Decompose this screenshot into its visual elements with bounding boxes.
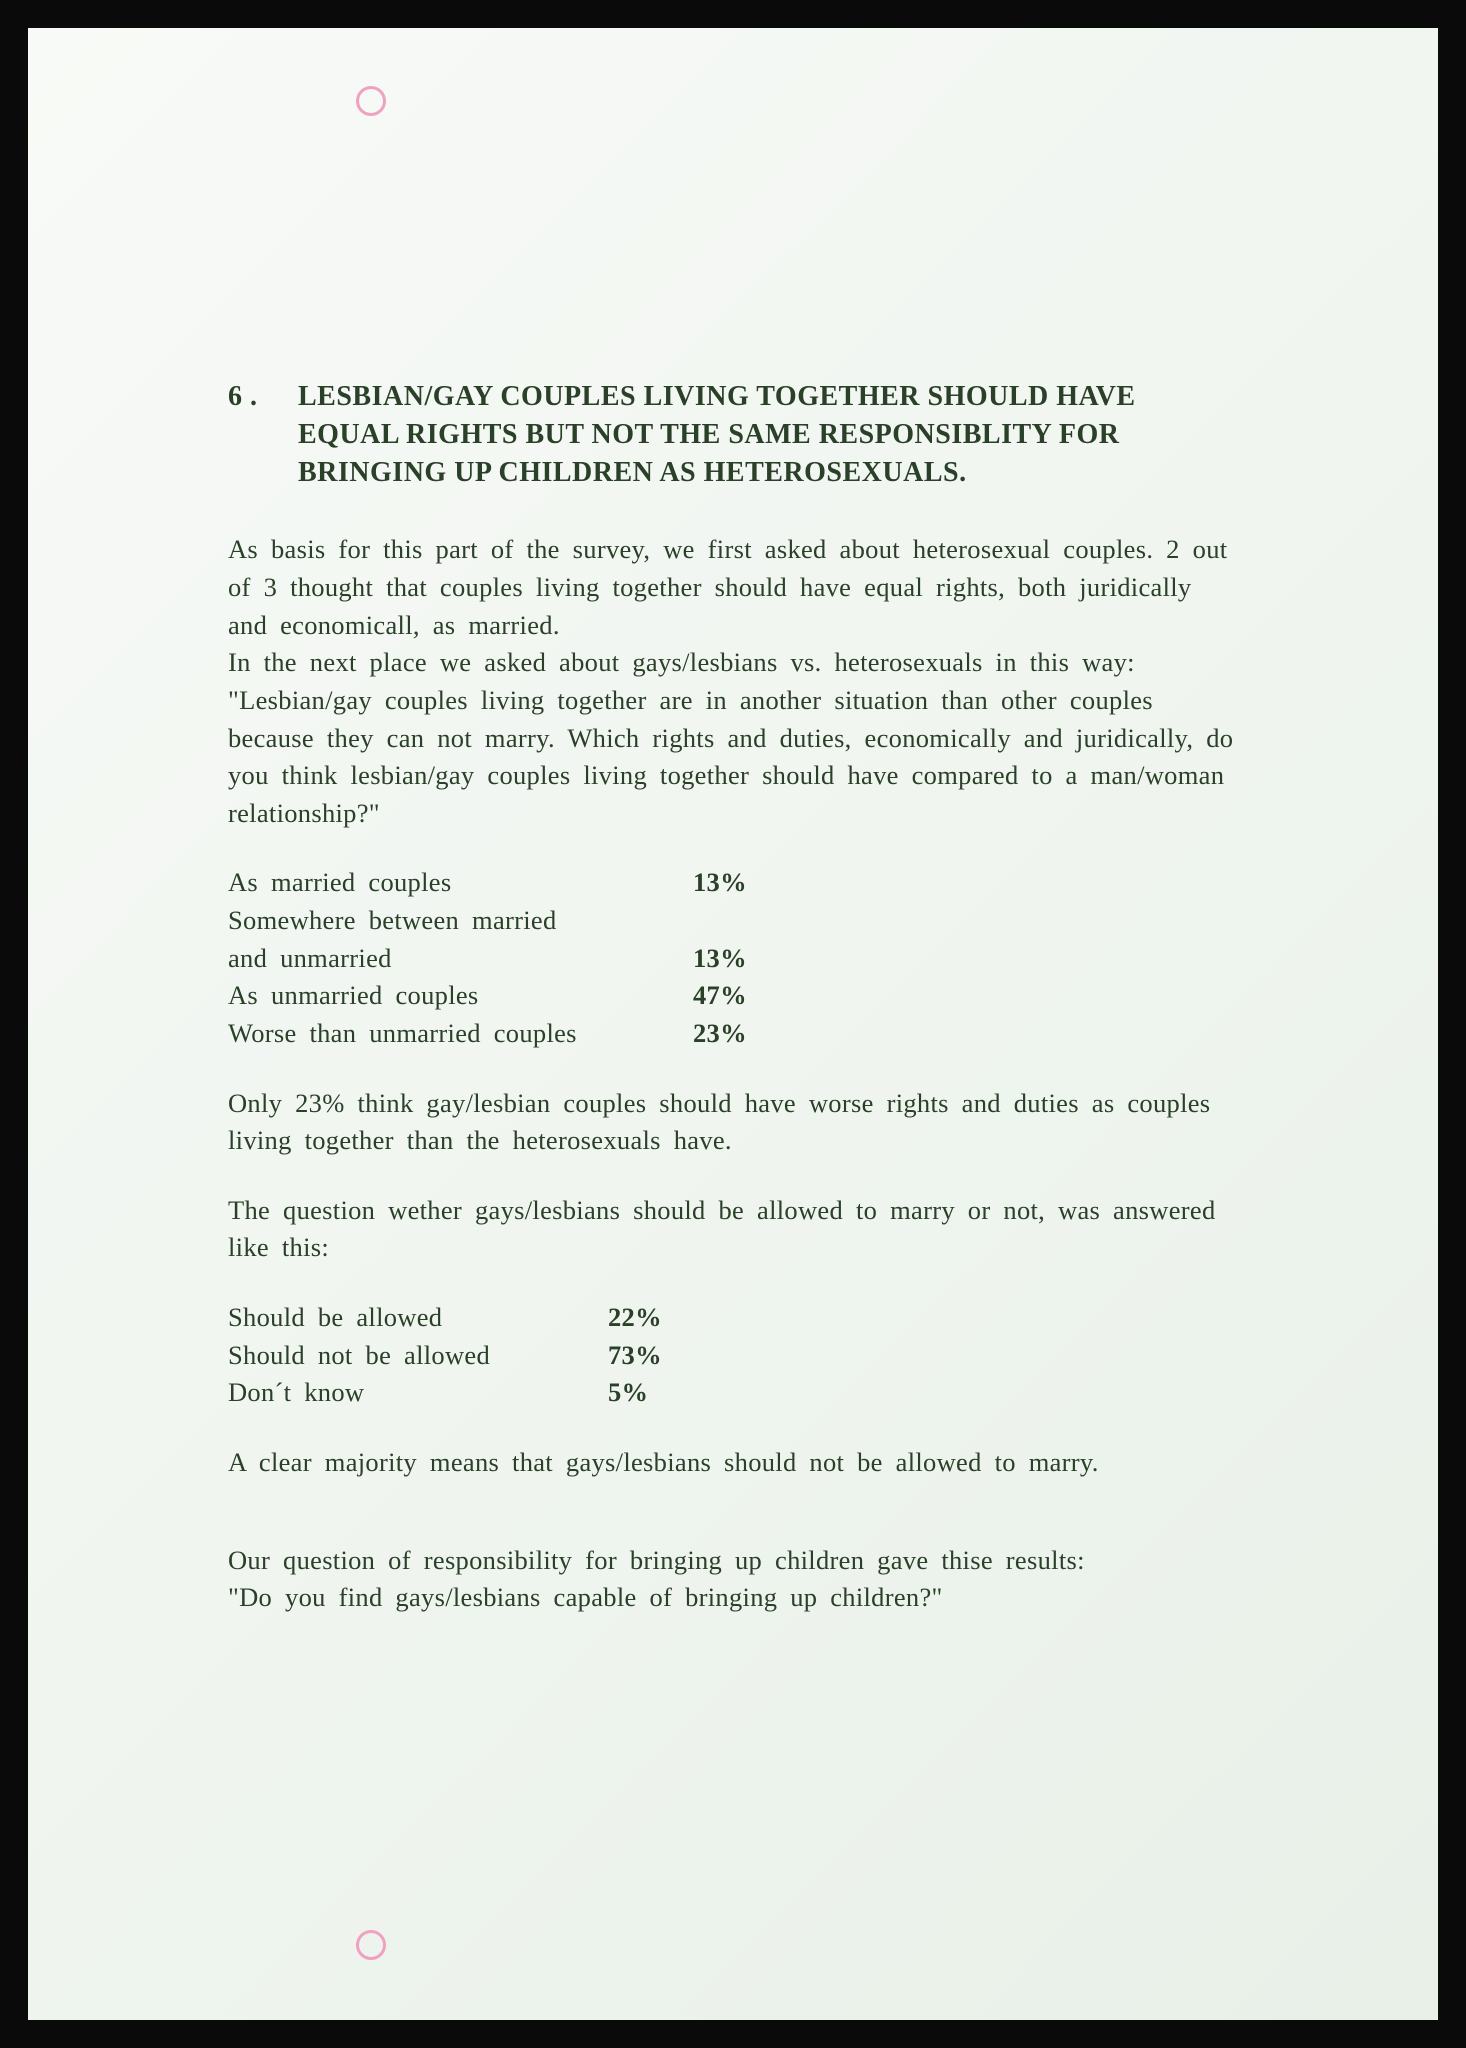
row-label: As unmarried couples [228,977,693,1015]
table-row: Should be allowed 22% [228,1299,1238,1337]
row-label: and unmarried [228,940,693,978]
paragraph: A clear majority means that gays/lesbian… [228,1444,1238,1482]
row-label: As married couples [228,864,693,902]
table-row: Don´t know 5% [228,1374,1238,1412]
survey-table-rights: As married couples 13% Somewhere between… [228,864,1238,1052]
table-row: and unmarried 13% [228,940,1238,978]
section-heading: 6 . LESBIAN/GAY COUPLES LIVING TOGETHER … [228,378,1238,491]
table-row: As unmarried couples 47% [228,977,1238,1015]
row-label: Should be allowed [228,1299,608,1337]
document-page: 6 . LESBIAN/GAY COUPLES LIVING TOGETHER … [28,28,1438,2020]
heading-text: LESBIAN/GAY COUPLES LIVING TOGETHER SHOU… [298,378,1238,491]
punch-hole-icon [356,86,386,116]
row-value: 13% [693,940,747,978]
row-value: 23% [693,1015,747,1053]
row-label: Somewhere between married [228,902,693,940]
heading-number: 6 . [228,378,298,491]
row-value: 13% [693,864,747,902]
row-value: 73% [608,1337,662,1375]
paragraph: As basis for this part of the survey, we… [228,531,1238,644]
paragraph: The question wether gays/lesbians should… [228,1192,1238,1267]
paragraph: Our question of responsibility for bring… [228,1542,1238,1580]
table-row: Should not be allowed 73% [228,1337,1238,1375]
row-label: Worse than unmarried couples [228,1015,693,1053]
paragraph: "Do you find gays/lesbians capable of br… [228,1579,1238,1617]
row-value: 22% [608,1299,662,1337]
punch-hole-icon [356,1930,386,1960]
survey-table-marry: Should be allowed 22% Should not be allo… [228,1299,1238,1412]
table-row: Somewhere between married [228,902,1238,940]
paragraph: "Lesbian/gay couples living together are… [228,682,1238,833]
table-row: As married couples 13% [228,864,1238,902]
row-label: Don´t know [228,1374,608,1412]
row-value: 5% [608,1374,648,1412]
page-content: 6 . LESBIAN/GAY COUPLES LIVING TOGETHER … [228,88,1238,1617]
paragraph: In the next place we asked about gays/le… [228,644,1238,682]
row-label: Should not be allowed [228,1337,608,1375]
paragraph: Only 23% think gay/lesbian couples shoul… [228,1085,1238,1160]
table-row: Worse than unmarried couples 23% [228,1015,1238,1053]
row-value: 47% [693,977,747,1015]
